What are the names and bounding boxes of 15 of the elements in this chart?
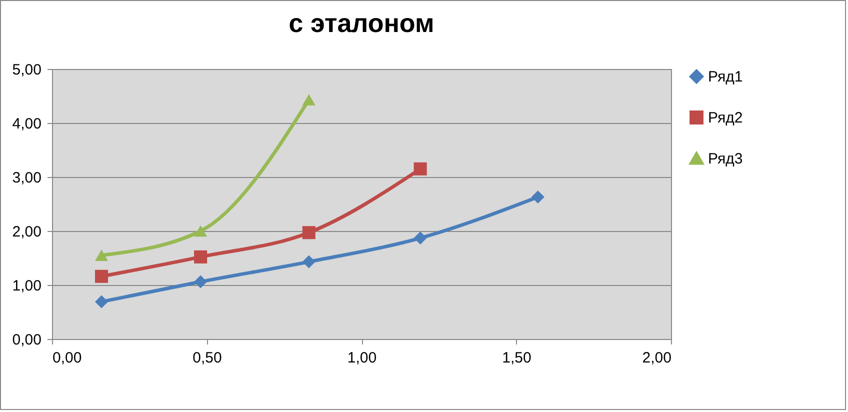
y-tick-label: 1,00 — [12, 278, 42, 294]
x-tick-label: 0,00 — [52, 350, 82, 366]
x-tick-label: 1,00 — [347, 350, 377, 366]
x-tick-label: 1,50 — [502, 350, 532, 366]
legend-label: Ряд1 — [708, 68, 743, 86]
x-tick-label: 2,00 — [642, 350, 672, 366]
y-tick-label: 0,00 — [12, 332, 42, 348]
legend-label: Ряд2 — [708, 110, 743, 126]
y-tick-label: 5,00 — [12, 62, 42, 78]
y-tick-label: 2,00 — [12, 224, 42, 240]
legend-label: Ряд3 — [708, 150, 743, 168]
chart-title: с эталоном — [288, 8, 434, 38]
y-tick-label: 3,00 — [12, 170, 42, 186]
x-tick-label: 0,50 — [192, 350, 222, 366]
y-tick-label: 4,00 — [12, 116, 42, 132]
